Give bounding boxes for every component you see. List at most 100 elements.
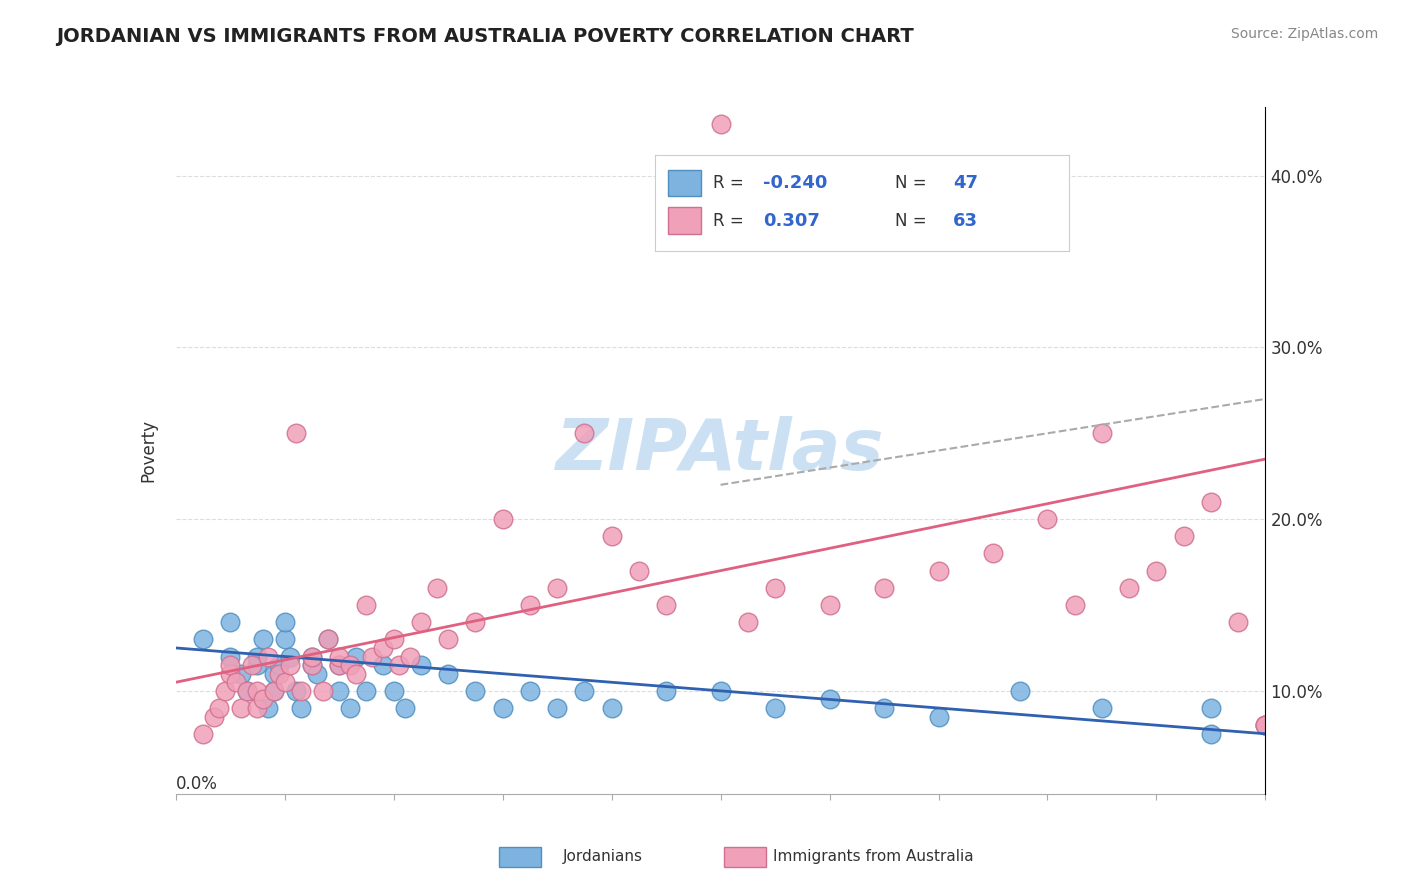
Point bbox=[235, 683, 257, 698]
Point bbox=[1144, 564, 1167, 578]
Point bbox=[191, 727, 214, 741]
Point bbox=[399, 649, 422, 664]
Point bbox=[1063, 598, 1085, 612]
Point bbox=[301, 649, 323, 664]
Point bbox=[382, 683, 405, 698]
Point bbox=[818, 692, 841, 706]
Point bbox=[873, 581, 896, 595]
Point bbox=[492, 512, 515, 526]
Point bbox=[246, 683, 269, 698]
Point bbox=[290, 701, 312, 715]
Point bbox=[307, 666, 329, 681]
Point bbox=[1199, 495, 1222, 509]
Point bbox=[328, 658, 350, 673]
Point bbox=[371, 658, 394, 673]
Point bbox=[252, 692, 274, 706]
Point bbox=[763, 581, 786, 595]
Point bbox=[1227, 615, 1250, 630]
Point bbox=[1254, 718, 1277, 732]
Point bbox=[371, 640, 394, 655]
Point bbox=[981, 546, 1004, 561]
Point bbox=[928, 564, 950, 578]
Point bbox=[394, 701, 416, 715]
Point bbox=[257, 701, 280, 715]
Point bbox=[546, 581, 568, 595]
Point bbox=[339, 701, 361, 715]
Point bbox=[252, 632, 274, 647]
Point bbox=[356, 598, 378, 612]
Point bbox=[464, 683, 486, 698]
Point bbox=[246, 701, 269, 715]
Point bbox=[655, 598, 678, 612]
Y-axis label: Poverty: Poverty bbox=[139, 419, 157, 482]
Point bbox=[328, 649, 350, 664]
Point bbox=[219, 666, 242, 681]
Point bbox=[873, 701, 896, 715]
Point bbox=[284, 683, 307, 698]
Point bbox=[710, 117, 733, 131]
Point bbox=[710, 683, 733, 698]
Point bbox=[263, 683, 285, 698]
Point bbox=[278, 658, 301, 673]
Point bbox=[269, 658, 291, 673]
Point bbox=[519, 598, 541, 612]
Point bbox=[240, 658, 263, 673]
Point bbox=[274, 675, 297, 690]
Point bbox=[257, 649, 280, 664]
Point bbox=[519, 683, 541, 698]
Point bbox=[818, 598, 841, 612]
Point bbox=[312, 683, 335, 698]
Point bbox=[344, 666, 367, 681]
Text: ZIPAtlas: ZIPAtlas bbox=[557, 416, 884, 485]
Point bbox=[1091, 701, 1114, 715]
Point bbox=[278, 649, 301, 664]
Point bbox=[627, 564, 650, 578]
Point bbox=[231, 701, 253, 715]
Point bbox=[356, 683, 378, 698]
Point bbox=[219, 649, 242, 664]
Point bbox=[225, 675, 247, 690]
Point bbox=[290, 683, 312, 698]
Point bbox=[1254, 718, 1277, 732]
Point bbox=[301, 658, 323, 673]
Point bbox=[426, 581, 449, 595]
Point bbox=[1173, 529, 1195, 543]
Point bbox=[318, 632, 340, 647]
Point bbox=[301, 658, 323, 673]
Point bbox=[600, 701, 623, 715]
Point bbox=[655, 683, 678, 698]
Point bbox=[360, 649, 382, 664]
Point bbox=[1199, 727, 1222, 741]
Point bbox=[1254, 718, 1277, 732]
Point bbox=[231, 666, 253, 681]
Point bbox=[269, 666, 291, 681]
Point bbox=[600, 529, 623, 543]
Point bbox=[344, 649, 367, 664]
Point bbox=[191, 632, 214, 647]
Text: 0.0%: 0.0% bbox=[176, 774, 218, 793]
Point bbox=[1091, 426, 1114, 441]
Point bbox=[409, 615, 432, 630]
Point bbox=[246, 649, 269, 664]
Point bbox=[328, 683, 350, 698]
Point bbox=[219, 658, 242, 673]
Point bbox=[235, 683, 257, 698]
Point bbox=[318, 632, 340, 647]
Point bbox=[202, 709, 225, 723]
Point bbox=[219, 615, 242, 630]
Point bbox=[1118, 581, 1140, 595]
Point bbox=[1010, 683, 1032, 698]
Point bbox=[546, 701, 568, 715]
Point bbox=[274, 615, 297, 630]
Point bbox=[214, 683, 236, 698]
Point bbox=[409, 658, 432, 673]
Point bbox=[246, 658, 269, 673]
Point bbox=[263, 666, 285, 681]
Point bbox=[382, 632, 405, 647]
Point bbox=[1199, 701, 1222, 715]
Point bbox=[388, 658, 411, 673]
Text: Immigrants from Australia: Immigrants from Australia bbox=[773, 849, 974, 863]
Text: JORDANIAN VS IMMIGRANTS FROM AUSTRALIA POVERTY CORRELATION CHART: JORDANIAN VS IMMIGRANTS FROM AUSTRALIA P… bbox=[56, 27, 914, 45]
Point bbox=[492, 701, 515, 715]
Point bbox=[574, 683, 596, 698]
